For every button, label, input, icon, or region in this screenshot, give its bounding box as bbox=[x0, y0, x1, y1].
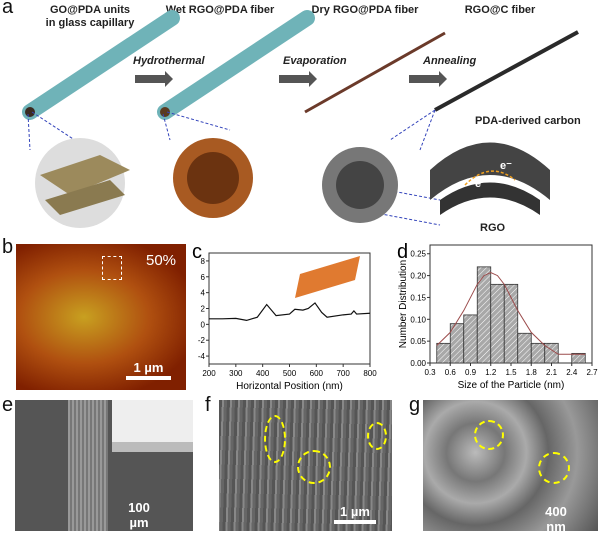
step-evaporation: Evaporation bbox=[283, 55, 347, 67]
arrow-icon bbox=[135, 71, 173, 87]
sheet-inset-icon bbox=[295, 256, 360, 298]
panel-a-label: a bbox=[2, 0, 14, 18]
sem-image-g: 400 nm bbox=[423, 400, 598, 531]
x-tick-label: 800 bbox=[363, 369, 377, 378]
dry-fiber bbox=[304, 31, 446, 114]
histogram-bar bbox=[571, 352, 586, 364]
arrow-icon bbox=[279, 71, 317, 87]
y-tick-label: 0 bbox=[201, 320, 206, 329]
carbon-label: PDA-derived carbon bbox=[475, 115, 581, 127]
histogram-bar bbox=[503, 283, 519, 364]
x-axis-label: Size of the Particle (nm) bbox=[458, 380, 565, 391]
electron-label: e⁻ bbox=[500, 160, 512, 172]
y-tick-label: 8 bbox=[201, 257, 206, 266]
y-tick-label: 0.15 bbox=[410, 293, 426, 302]
y-tick-label: 6 bbox=[201, 273, 206, 282]
panel-b-label: b bbox=[2, 236, 14, 258]
panel-label: c bbox=[192, 241, 202, 263]
histogram-bar bbox=[490, 283, 505, 364]
afm-image: 50% 1 µm bbox=[16, 244, 186, 390]
carbon-shell bbox=[430, 142, 550, 200]
y-tick-label: 0.05 bbox=[410, 337, 426, 346]
x-tick-label: 2.7 bbox=[586, 368, 598, 377]
stage-4-title: RGO@C fiber bbox=[464, 4, 536, 16]
scale-bar: 1 µm bbox=[126, 360, 171, 380]
capillary-2 bbox=[157, 10, 315, 120]
y-tick-label: -4 bbox=[198, 352, 206, 361]
rgo-label: RGO bbox=[480, 222, 506, 234]
x-axis-label: Horizontal Position (nm) bbox=[236, 381, 343, 392]
selection-box bbox=[102, 256, 122, 280]
panel-f-label: f bbox=[205, 394, 211, 416]
y-tick-label: 2 bbox=[201, 305, 206, 314]
y-axis-label: Number Distribution bbox=[398, 260, 409, 348]
x-tick-label: 400 bbox=[256, 369, 270, 378]
x-tick-label: 200 bbox=[202, 369, 216, 378]
capillary-1 bbox=[22, 10, 180, 120]
panel-g-label: g bbox=[409, 394, 421, 416]
scale-bar: 1 µm bbox=[334, 504, 376, 524]
panel-label: d bbox=[397, 241, 408, 263]
histogram-bar bbox=[530, 342, 546, 364]
height-profile-line bbox=[209, 302, 371, 322]
y-tick-label: 4 bbox=[201, 289, 206, 298]
stage-3-title: Dry RGO@PDA fiber bbox=[311, 4, 419, 16]
fit-curve bbox=[436, 271, 586, 355]
y-tick-label: -2 bbox=[198, 336, 206, 345]
x-tick-label: 0.3 bbox=[424, 368, 436, 377]
panel-e-label: e bbox=[2, 394, 14, 416]
y-tick-label: 0.25 bbox=[410, 250, 426, 259]
y-tick-label: 0.00 bbox=[410, 359, 426, 368]
y-tick-label: 0.10 bbox=[410, 315, 426, 324]
sem-image-f: 1 µm bbox=[219, 400, 392, 531]
percent-label: 50% bbox=[146, 252, 177, 269]
x-tick-label: 1.8 bbox=[526, 368, 538, 377]
x-tick-label: 0.6 bbox=[445, 368, 457, 377]
histogram-bar bbox=[463, 314, 478, 364]
x-tick-label: 300 bbox=[229, 369, 243, 378]
step-hydrothermal: Hydrothermal bbox=[133, 55, 205, 67]
x-tick-label: 700 bbox=[336, 369, 350, 378]
chart-d: d 0.3 0.6 0.9 1.2 1.5 1.8 2.1 2.4 2.7 0.00 0.05 0.10… bbox=[397, 241, 598, 391]
x-tick-label: 500 bbox=[283, 369, 297, 378]
x-tick-label: 2.4 bbox=[566, 368, 578, 377]
arrow-icon bbox=[409, 71, 447, 87]
stage-1-title: GO@PDA units in glass capillary bbox=[45, 4, 135, 29]
y-tick-label: 0.20 bbox=[410, 272, 426, 281]
scale-bar: 100 µm bbox=[118, 500, 160, 531]
chart-c: c 200 300 400 500 600 700 800 -4 -2 0 2 4 6 8 Horizonta… bbox=[192, 241, 377, 392]
x-tick-label: 600 bbox=[310, 369, 324, 378]
carbon-fiber bbox=[434, 30, 579, 112]
scale-bar: 400 nm bbox=[545, 504, 567, 531]
x-tick-label: 1.2 bbox=[485, 368, 497, 377]
step-annealing: Annealing bbox=[423, 55, 477, 67]
electron-label: e⁻ bbox=[475, 178, 487, 190]
schematic bbox=[22, 10, 579, 228]
stage-2-title: Wet RGO@PDA fiber bbox=[165, 4, 275, 16]
x-tick-label: 2.1 bbox=[546, 368, 558, 377]
histogram-bar bbox=[436, 342, 451, 364]
histogram-bar bbox=[517, 332, 532, 364]
sem-image-e: 100 µm bbox=[15, 400, 193, 531]
x-tick-label: 1.5 bbox=[505, 368, 517, 377]
x-tick-label: 0.9 bbox=[465, 368, 477, 377]
